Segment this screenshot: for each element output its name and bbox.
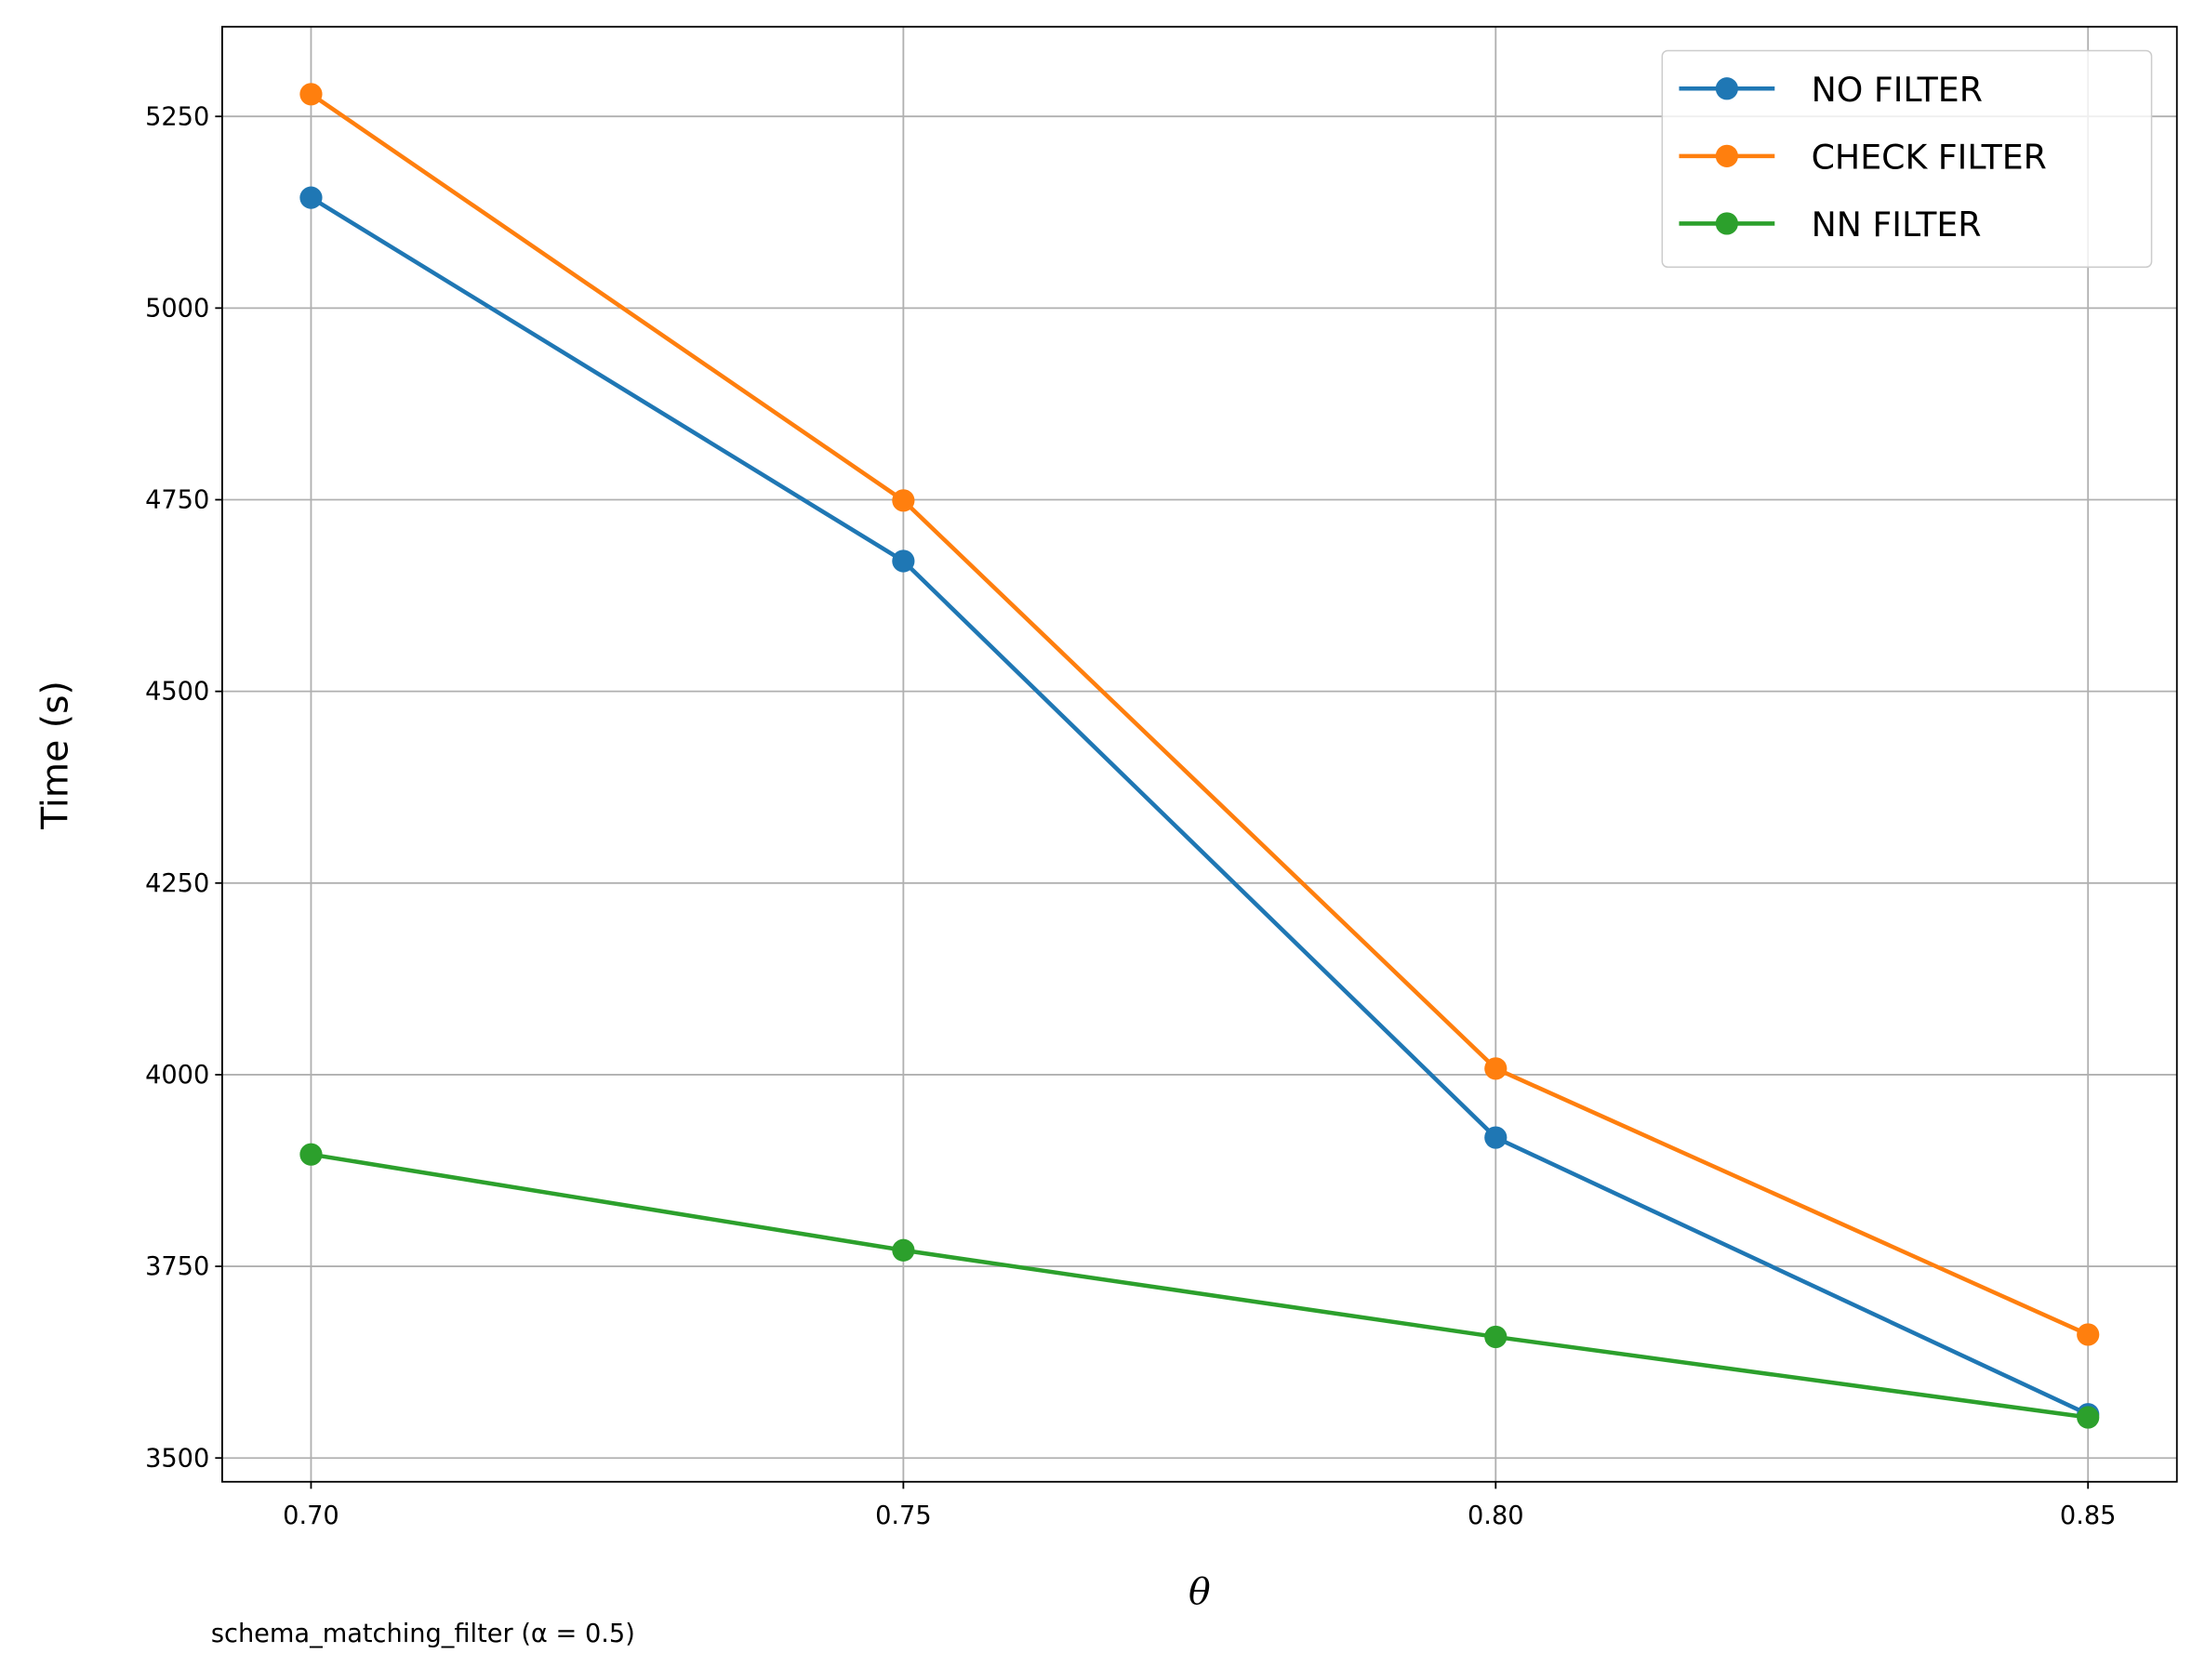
- data-point: [892, 1238, 915, 1262]
- data-point: [1484, 1126, 1508, 1149]
- legend-marker: [1715, 212, 1738, 235]
- x-tick-label: 0.70: [283, 1501, 339, 1530]
- legend-label: CHECK FILTER: [1812, 137, 2047, 177]
- x-tick-label: 0.80: [1468, 1501, 1524, 1530]
- legend-box: [1661, 49, 2153, 269]
- y-tick-label: 4000: [145, 1061, 209, 1090]
- data-point: [1484, 1325, 1508, 1349]
- legend-marker: [1715, 77, 1738, 100]
- series-group: [299, 83, 2100, 1429]
- y-tick-label: 3500: [145, 1444, 209, 1473]
- y-tick-label: 4750: [145, 486, 209, 515]
- y-axis-label: Time (s): [35, 681, 77, 830]
- legend-label: NN FILTER: [1812, 205, 1982, 245]
- data-point: [299, 186, 323, 209]
- data-point: [1484, 1057, 1508, 1080]
- y-tick-label: 3750: [145, 1252, 209, 1281]
- x-tick-label: 0.75: [875, 1501, 932, 1530]
- plot-frame: [221, 25, 2178, 1483]
- y-tick-label: 4250: [145, 869, 209, 898]
- data-point: [2077, 1323, 2100, 1346]
- legend-label: NO FILTER: [1812, 70, 1983, 110]
- series-nn-filter: [299, 1143, 2100, 1429]
- legend-marker: [1715, 144, 1738, 167]
- series-line: [311, 1152, 2089, 1420]
- legend: NO FILTER CHECK FILTER NN FILTER: [1661, 49, 2153, 269]
- data-point: [299, 1143, 323, 1166]
- y-tick-label: 5250: [145, 102, 209, 131]
- y-axis-ticks: 3500 3750 4000 4250 4500 4750 5000 5250: [145, 102, 222, 1473]
- data-point: [299, 83, 323, 106]
- series-line: [310, 195, 2090, 1417]
- x-axis-label: θ: [1189, 1571, 1211, 1613]
- x-tick-label: 0.85: [2060, 1501, 2117, 1530]
- series-check-filter: [299, 83, 2100, 1346]
- data-point: [892, 549, 915, 573]
- data-point: [2077, 1406, 2100, 1429]
- data-point: [892, 489, 915, 512]
- caption: schema_matching_filter (α = 0.5): [211, 1620, 635, 1648]
- y-tick-label: 4500: [145, 678, 209, 707]
- x-axis-ticks: 0.70 0.75 0.80 0.85: [283, 1481, 2117, 1530]
- series-no-filter: [299, 186, 2100, 1426]
- series-line: [310, 92, 2090, 1337]
- y-tick-label: 5000: [145, 294, 209, 323]
